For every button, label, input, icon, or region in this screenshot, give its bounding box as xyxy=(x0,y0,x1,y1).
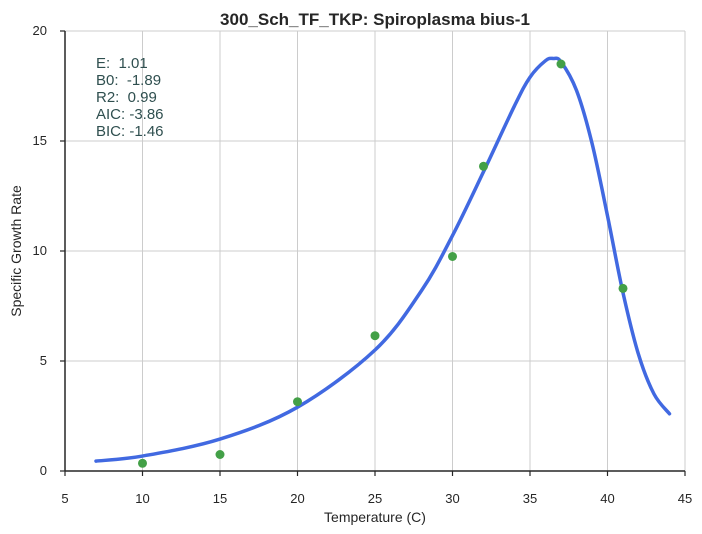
data-point xyxy=(293,397,302,407)
x-tick-label: 35 xyxy=(523,491,537,506)
data-point xyxy=(618,283,628,293)
fit-statistics: E: 1.01 B0: -1.89 R2: 0.99 AIC: -3.86 BI… xyxy=(96,55,164,140)
x-tick-label: 15 xyxy=(213,491,227,506)
fit-curve xyxy=(94,56,672,463)
stat-bic: BIC: -1.46 xyxy=(96,123,164,140)
y-axis-label: Specific Growth Rate xyxy=(8,185,24,317)
chart-title: 300_Sch_TF_TKP: Spiroplasma bius-1 xyxy=(220,10,530,29)
fit-curve-line xyxy=(94,56,672,463)
x-axis-label: Temperature (C) xyxy=(324,509,426,525)
y-tick-label: 5 xyxy=(40,353,47,368)
x-tick-label: 30 xyxy=(445,491,459,506)
y-tick-label: 15 xyxy=(33,133,47,148)
y-tick-labels: 0 5 10 15 20 xyxy=(33,23,65,478)
data-point xyxy=(370,331,380,341)
x-tick-label: 20 xyxy=(290,491,304,506)
data-point xyxy=(556,59,566,69)
x-tick-label: 40 xyxy=(600,491,614,506)
y-tick-label: 20 xyxy=(33,23,47,38)
stat-r2: R2: 0.99 xyxy=(96,89,157,106)
stat-e: E: 1.01 xyxy=(96,55,148,72)
x-tick-label: 10 xyxy=(135,491,149,506)
data-point xyxy=(448,252,457,261)
x-tick-labels: 5 10 15 20 25 30 35 40 45 xyxy=(61,471,692,506)
x-tick-label: 45 xyxy=(678,491,692,506)
x-tick-label: 5 xyxy=(61,491,68,506)
data-point xyxy=(479,161,488,171)
y-tick-label: 0 xyxy=(40,463,47,478)
grid xyxy=(65,30,686,471)
data-point xyxy=(138,458,147,468)
y-tick-label: 10 xyxy=(33,243,47,258)
stat-b0: B0: -1.89 xyxy=(96,72,161,89)
data-points xyxy=(138,59,628,468)
stat-aic: AIC: -3.86 xyxy=(96,106,164,123)
data-point xyxy=(215,450,225,459)
x-tick-label: 25 xyxy=(368,491,382,506)
